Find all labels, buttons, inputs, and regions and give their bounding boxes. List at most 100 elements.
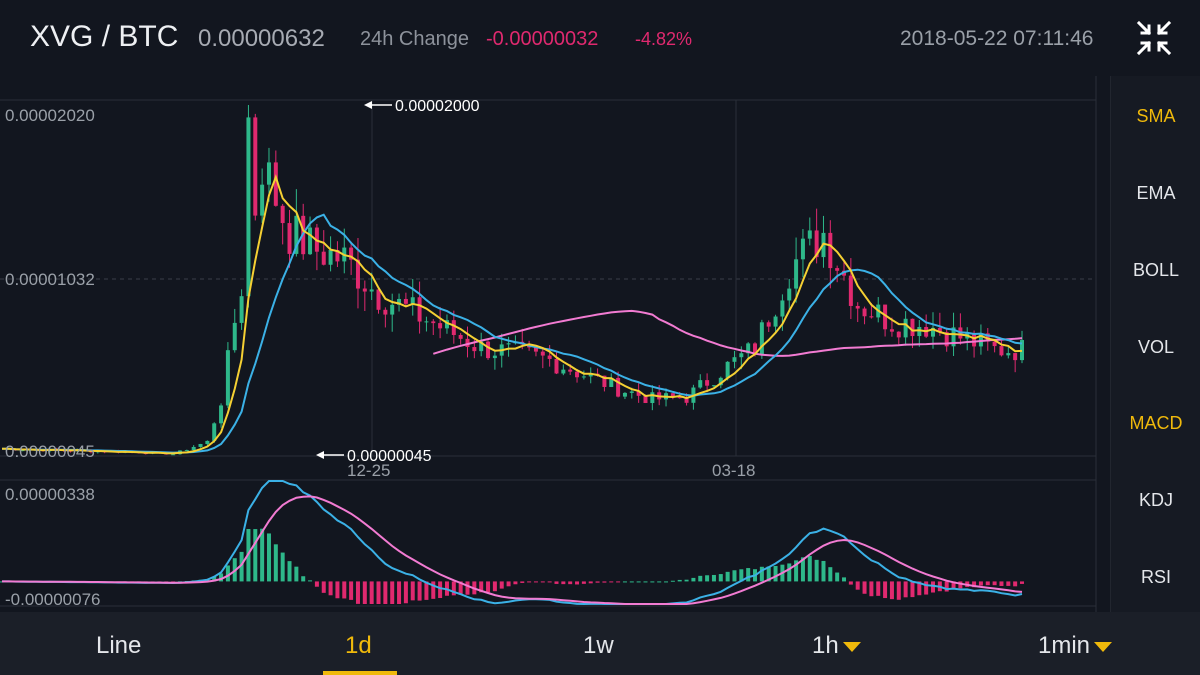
macd-bar bbox=[807, 555, 812, 582]
candle-body bbox=[191, 446, 196, 451]
candle-body bbox=[287, 223, 292, 254]
macd-bar bbox=[773, 565, 778, 582]
candle-body bbox=[424, 321, 429, 323]
macd-bar bbox=[992, 581, 997, 586]
timeframe-line[interactable]: Line bbox=[96, 632, 141, 660]
candle-body bbox=[862, 308, 867, 317]
macd-bar bbox=[212, 576, 217, 582]
candle-body bbox=[273, 162, 278, 206]
macd-bar bbox=[568, 581, 573, 585]
candle-body bbox=[766, 322, 771, 327]
candle-body bbox=[800, 238, 805, 260]
macd-bar bbox=[711, 574, 716, 582]
macd-bar bbox=[479, 581, 484, 593]
candle-body bbox=[773, 316, 778, 327]
macd-bar bbox=[1006, 581, 1011, 586]
candle-body bbox=[362, 288, 367, 292]
timeframe-1h[interactable]: 1h bbox=[812, 632, 861, 660]
candle-body bbox=[670, 393, 675, 397]
candle-body bbox=[985, 333, 990, 342]
candle-body bbox=[328, 250, 333, 265]
candle-body bbox=[20, 450, 25, 452]
macd-bar bbox=[575, 581, 580, 585]
macd-bar bbox=[547, 581, 552, 583]
candle-body bbox=[383, 309, 388, 315]
timeframe-1d[interactable]: 1d bbox=[345, 632, 372, 660]
candle-body bbox=[568, 369, 573, 372]
timeframe-1min[interactable]: 1min bbox=[1038, 632, 1113, 660]
macd-bar bbox=[1013, 581, 1018, 587]
candle-body bbox=[602, 375, 607, 387]
date-label-1: 12-25 bbox=[347, 461, 390, 480]
macd-bar bbox=[978, 581, 983, 586]
candle-body bbox=[444, 320, 449, 329]
chart-area[interactable]: 0.00002020 0.00001032 0.00000045 12-25 0… bbox=[0, 76, 1098, 612]
macd-bar bbox=[424, 581, 429, 600]
macd-bar bbox=[335, 581, 340, 599]
macd-bar bbox=[657, 581, 662, 583]
indicator-vol[interactable]: VOL bbox=[1137, 337, 1175, 357]
candle-body bbox=[369, 289, 374, 292]
macd-bar bbox=[985, 581, 990, 586]
collapse-arrows-icon[interactable] bbox=[1136, 20, 1172, 56]
macd-bar bbox=[883, 581, 888, 599]
macd-bar bbox=[239, 551, 244, 582]
candle-body bbox=[780, 300, 785, 317]
candle-body bbox=[547, 355, 552, 359]
macd-bar bbox=[403, 581, 408, 604]
ma-long-line bbox=[433, 309, 1023, 357]
macd-bar bbox=[349, 581, 354, 600]
candle-body bbox=[636, 391, 641, 396]
candle-body bbox=[794, 259, 799, 289]
timeframe-1h-label: 1h bbox=[812, 632, 839, 659]
candle-body bbox=[417, 297, 422, 322]
macd-bar bbox=[616, 581, 621, 583]
macd-bar bbox=[684, 579, 689, 582]
timeframe-1min-label: 1min bbox=[1038, 632, 1091, 659]
macd-bar bbox=[506, 581, 511, 587]
indicator-boll[interactable]: BOLL bbox=[1132, 260, 1180, 280]
macd-bar bbox=[355, 581, 360, 604]
indicator-kdj[interactable]: KDJ bbox=[1138, 490, 1173, 510]
macd-bar bbox=[260, 528, 265, 582]
macd-bar bbox=[1020, 581, 1024, 584]
candle-body bbox=[239, 296, 244, 323]
timeframe-1w[interactable]: 1w bbox=[583, 632, 614, 660]
candle-body bbox=[232, 322, 237, 351]
macd-bar bbox=[972, 581, 977, 588]
macd-bar bbox=[561, 581, 566, 585]
macd-bar bbox=[622, 581, 627, 583]
candlestick-chart[interactable]: 0.00002020 0.00001032 0.00000045 12-25 0… bbox=[0, 76, 1098, 612]
candle-body bbox=[486, 341, 491, 359]
indicator-macd[interactable]: MACD bbox=[1129, 413, 1183, 433]
macd-bar bbox=[670, 580, 675, 582]
indicator-sma[interactable]: SMA bbox=[1136, 106, 1176, 126]
macd-bar bbox=[835, 572, 840, 582]
candle-body bbox=[759, 322, 764, 355]
candle-body bbox=[609, 377, 614, 387]
change-absolute: -0.00000032 bbox=[486, 28, 599, 50]
candle-body bbox=[492, 355, 497, 359]
macd-bar bbox=[903, 581, 908, 598]
macd-bar bbox=[896, 581, 901, 600]
candle-body bbox=[280, 205, 285, 224]
pair-title[interactable]: XVG / BTC bbox=[30, 20, 179, 53]
candle-body bbox=[431, 321, 436, 324]
macd-bar bbox=[691, 577, 696, 582]
macd-bar bbox=[650, 581, 655, 583]
macd-bar bbox=[931, 581, 936, 593]
candle-body bbox=[746, 343, 751, 354]
macd-axis-top: 0.00000338 bbox=[5, 485, 95, 504]
indicator-rsi[interactable]: RSI bbox=[1140, 567, 1171, 587]
macd-bar bbox=[876, 581, 881, 596]
candle-body bbox=[479, 341, 484, 352]
macd-bar bbox=[499, 581, 504, 589]
candle-body bbox=[917, 326, 922, 337]
candle-body bbox=[616, 377, 621, 397]
candle-body bbox=[978, 333, 983, 347]
macd-bar bbox=[362, 581, 367, 604]
candle-body bbox=[438, 323, 443, 329]
candle-body bbox=[629, 391, 634, 393]
indicator-ema[interactable]: EMA bbox=[1136, 183, 1176, 203]
candle-body bbox=[931, 327, 936, 337]
